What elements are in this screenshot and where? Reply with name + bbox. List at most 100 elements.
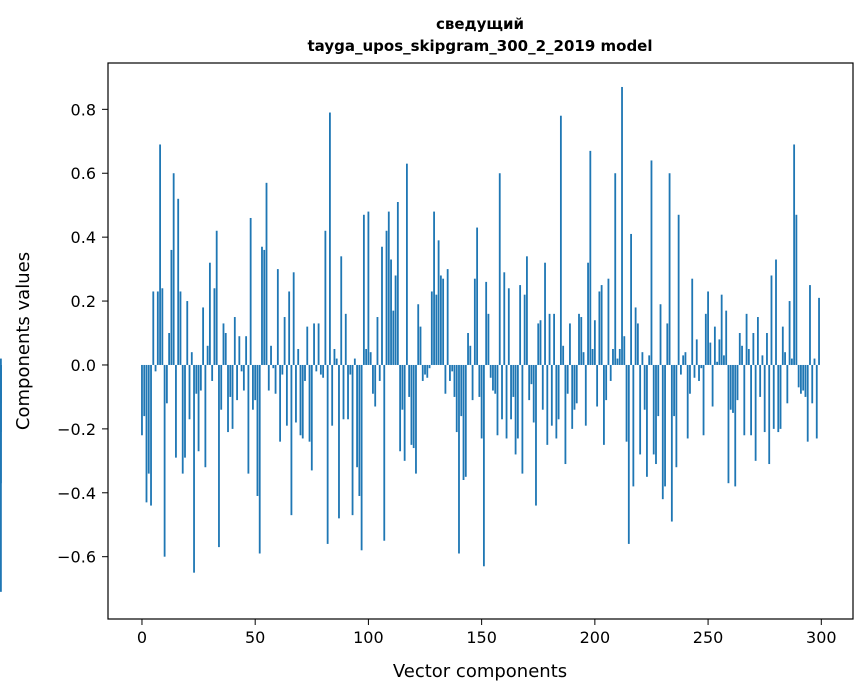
bar [553, 313, 555, 365]
bar [636, 323, 639, 365]
bar [562, 345, 565, 365]
bar [659, 304, 662, 365]
bar [745, 313, 748, 365]
bar [625, 364, 628, 442]
bar [335, 358, 338, 365]
bar [202, 307, 205, 365]
y-axis-ticks: −0.6 −0.4 −0.2 0.0 0.2 0.4 0.6 0.8 [57, 100, 108, 567]
bar [376, 317, 379, 365]
bar [487, 313, 490, 365]
bar [718, 339, 721, 365]
bar [220, 364, 223, 410]
bar [204, 364, 207, 468]
bar [711, 364, 714, 407]
bar [779, 364, 782, 429]
bar [734, 364, 737, 487]
bar [713, 326, 716, 365]
bar [165, 364, 168, 404]
bar [639, 364, 642, 455]
bar [208, 262, 211, 365]
bar [770, 275, 773, 365]
bar [344, 313, 347, 365]
bar [471, 364, 474, 401]
bar [716, 361, 719, 365]
bar [190, 352, 193, 365]
bar [584, 364, 587, 426]
bar [252, 364, 254, 410]
bar [596, 364, 599, 407]
bar [790, 358, 793, 365]
bar [437, 240, 440, 365]
bar [756, 317, 759, 365]
bar [258, 364, 261, 554]
bar [177, 198, 180, 365]
bar [627, 364, 630, 544]
bar [154, 364, 157, 372]
bar [643, 364, 646, 410]
bar [786, 364, 789, 404]
bar [292, 272, 295, 365]
bar [285, 364, 288, 426]
plot-frame [107, 62, 854, 620]
bar [338, 364, 340, 519]
bar [569, 323, 571, 365]
bar [670, 364, 673, 522]
bar [668, 173, 671, 365]
bar [261, 246, 263, 365]
bar [806, 364, 809, 442]
bar [811, 364, 814, 404]
bar [193, 364, 195, 573]
bar [476, 227, 479, 365]
bar [526, 256, 528, 365]
bar [435, 294, 438, 365]
bar [322, 364, 325, 378]
bar [172, 173, 175, 365]
bar [218, 364, 220, 548]
bar [689, 364, 691, 394]
bar [680, 364, 682, 375]
bar [267, 364, 270, 391]
bar [795, 214, 798, 365]
bar [632, 364, 635, 487]
bar [274, 364, 277, 394]
bar [464, 364, 467, 477]
bar [618, 348, 621, 365]
bar [698, 364, 700, 381]
bar [342, 364, 345, 420]
bar [331, 364, 334, 426]
bar [329, 112, 331, 365]
bar [775, 259, 777, 365]
bar [777, 364, 780, 433]
bar [263, 249, 266, 365]
x-tick-label: 50 [245, 628, 265, 647]
bar [641, 352, 644, 365]
bar [224, 333, 227, 365]
bar [473, 278, 476, 365]
bar [367, 211, 370, 365]
bar [446, 269, 449, 365]
bar [784, 352, 786, 365]
bar [612, 348, 614, 365]
bar [564, 364, 567, 465]
bar [152, 291, 155, 365]
bar [510, 364, 512, 420]
bar [759, 364, 762, 397]
bar [458, 364, 460, 554]
bar [301, 364, 304, 439]
bar [621, 86, 623, 365]
bar [661, 364, 664, 500]
bar [521, 364, 524, 474]
bar [215, 230, 218, 365]
y-axis-label: Components values [13, 252, 34, 430]
bar [607, 278, 610, 365]
bar [559, 115, 562, 365]
bar [347, 364, 349, 420]
bar [150, 364, 152, 506]
bar [693, 364, 696, 378]
bar [156, 291, 159, 365]
bar [702, 364, 705, 436]
bar [295, 364, 297, 423]
bar [695, 339, 698, 365]
bar [159, 144, 161, 365]
bar [417, 304, 420, 365]
